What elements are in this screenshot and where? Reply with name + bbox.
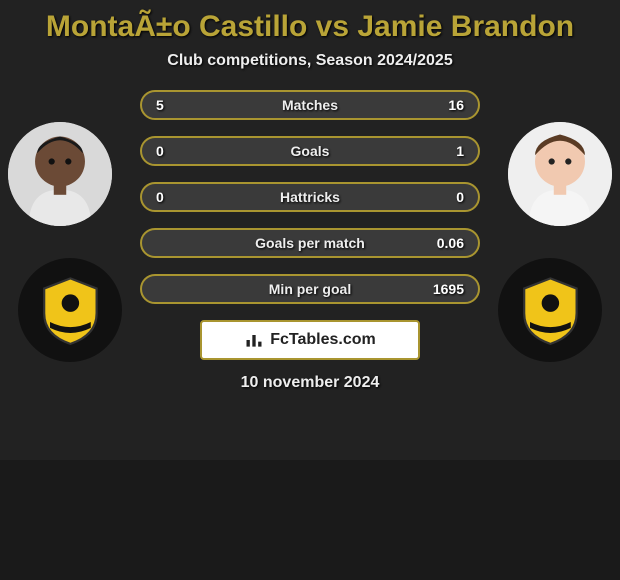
club-badge-right [498,258,602,362]
stat-right-value: 1695 [433,281,464,297]
stat-label: Hattricks [142,189,478,205]
stat-label: Goals [142,143,478,159]
stat-row: 0 Goals 1 [140,136,480,166]
stats-table: 5 Matches 16 0 Goals 1 0 Hattricks 0 Goa… [140,90,480,304]
stat-left-value: 0 [156,143,164,159]
stat-right-value: 16 [448,97,464,113]
stat-row: Min per goal 1695 [140,274,480,304]
stat-right-value: 0 [456,189,464,205]
avatar-icon [8,122,112,226]
player-right-avatar [508,122,612,226]
chart-icon [244,330,264,350]
stat-label: Matches [142,97,478,113]
subtitle: Club competitions, Season 2024/2025 [0,52,620,70]
stat-label: Goals per match [142,235,478,251]
stat-label: Min per goal [142,281,478,297]
stat-row: 0 Hattricks 0 [140,182,480,212]
shield-icon [514,274,587,347]
page-title: MontaÃ±o Castillo vs Jamie Brandon [0,10,620,44]
stat-right-value: 0.06 [437,235,464,251]
stat-row: Goals per match 0.06 [140,228,480,258]
avatar-icon [508,122,612,226]
stat-right-value: 1 [456,143,464,159]
shield-icon [34,274,107,347]
brand-badge[interactable]: FcTables.com [200,320,420,360]
stat-row: 5 Matches 16 [140,90,480,120]
brand-text: FcTables.com [270,331,376,349]
comparison-card: MontaÃ±o Castillo vs Jamie Brandon Club … [0,0,620,460]
stat-left-value: 0 [156,189,164,205]
player-left-avatar [8,122,112,226]
stat-left-value: 5 [156,97,164,113]
club-badge-left [18,258,122,362]
date-text: 10 november 2024 [0,374,620,392]
